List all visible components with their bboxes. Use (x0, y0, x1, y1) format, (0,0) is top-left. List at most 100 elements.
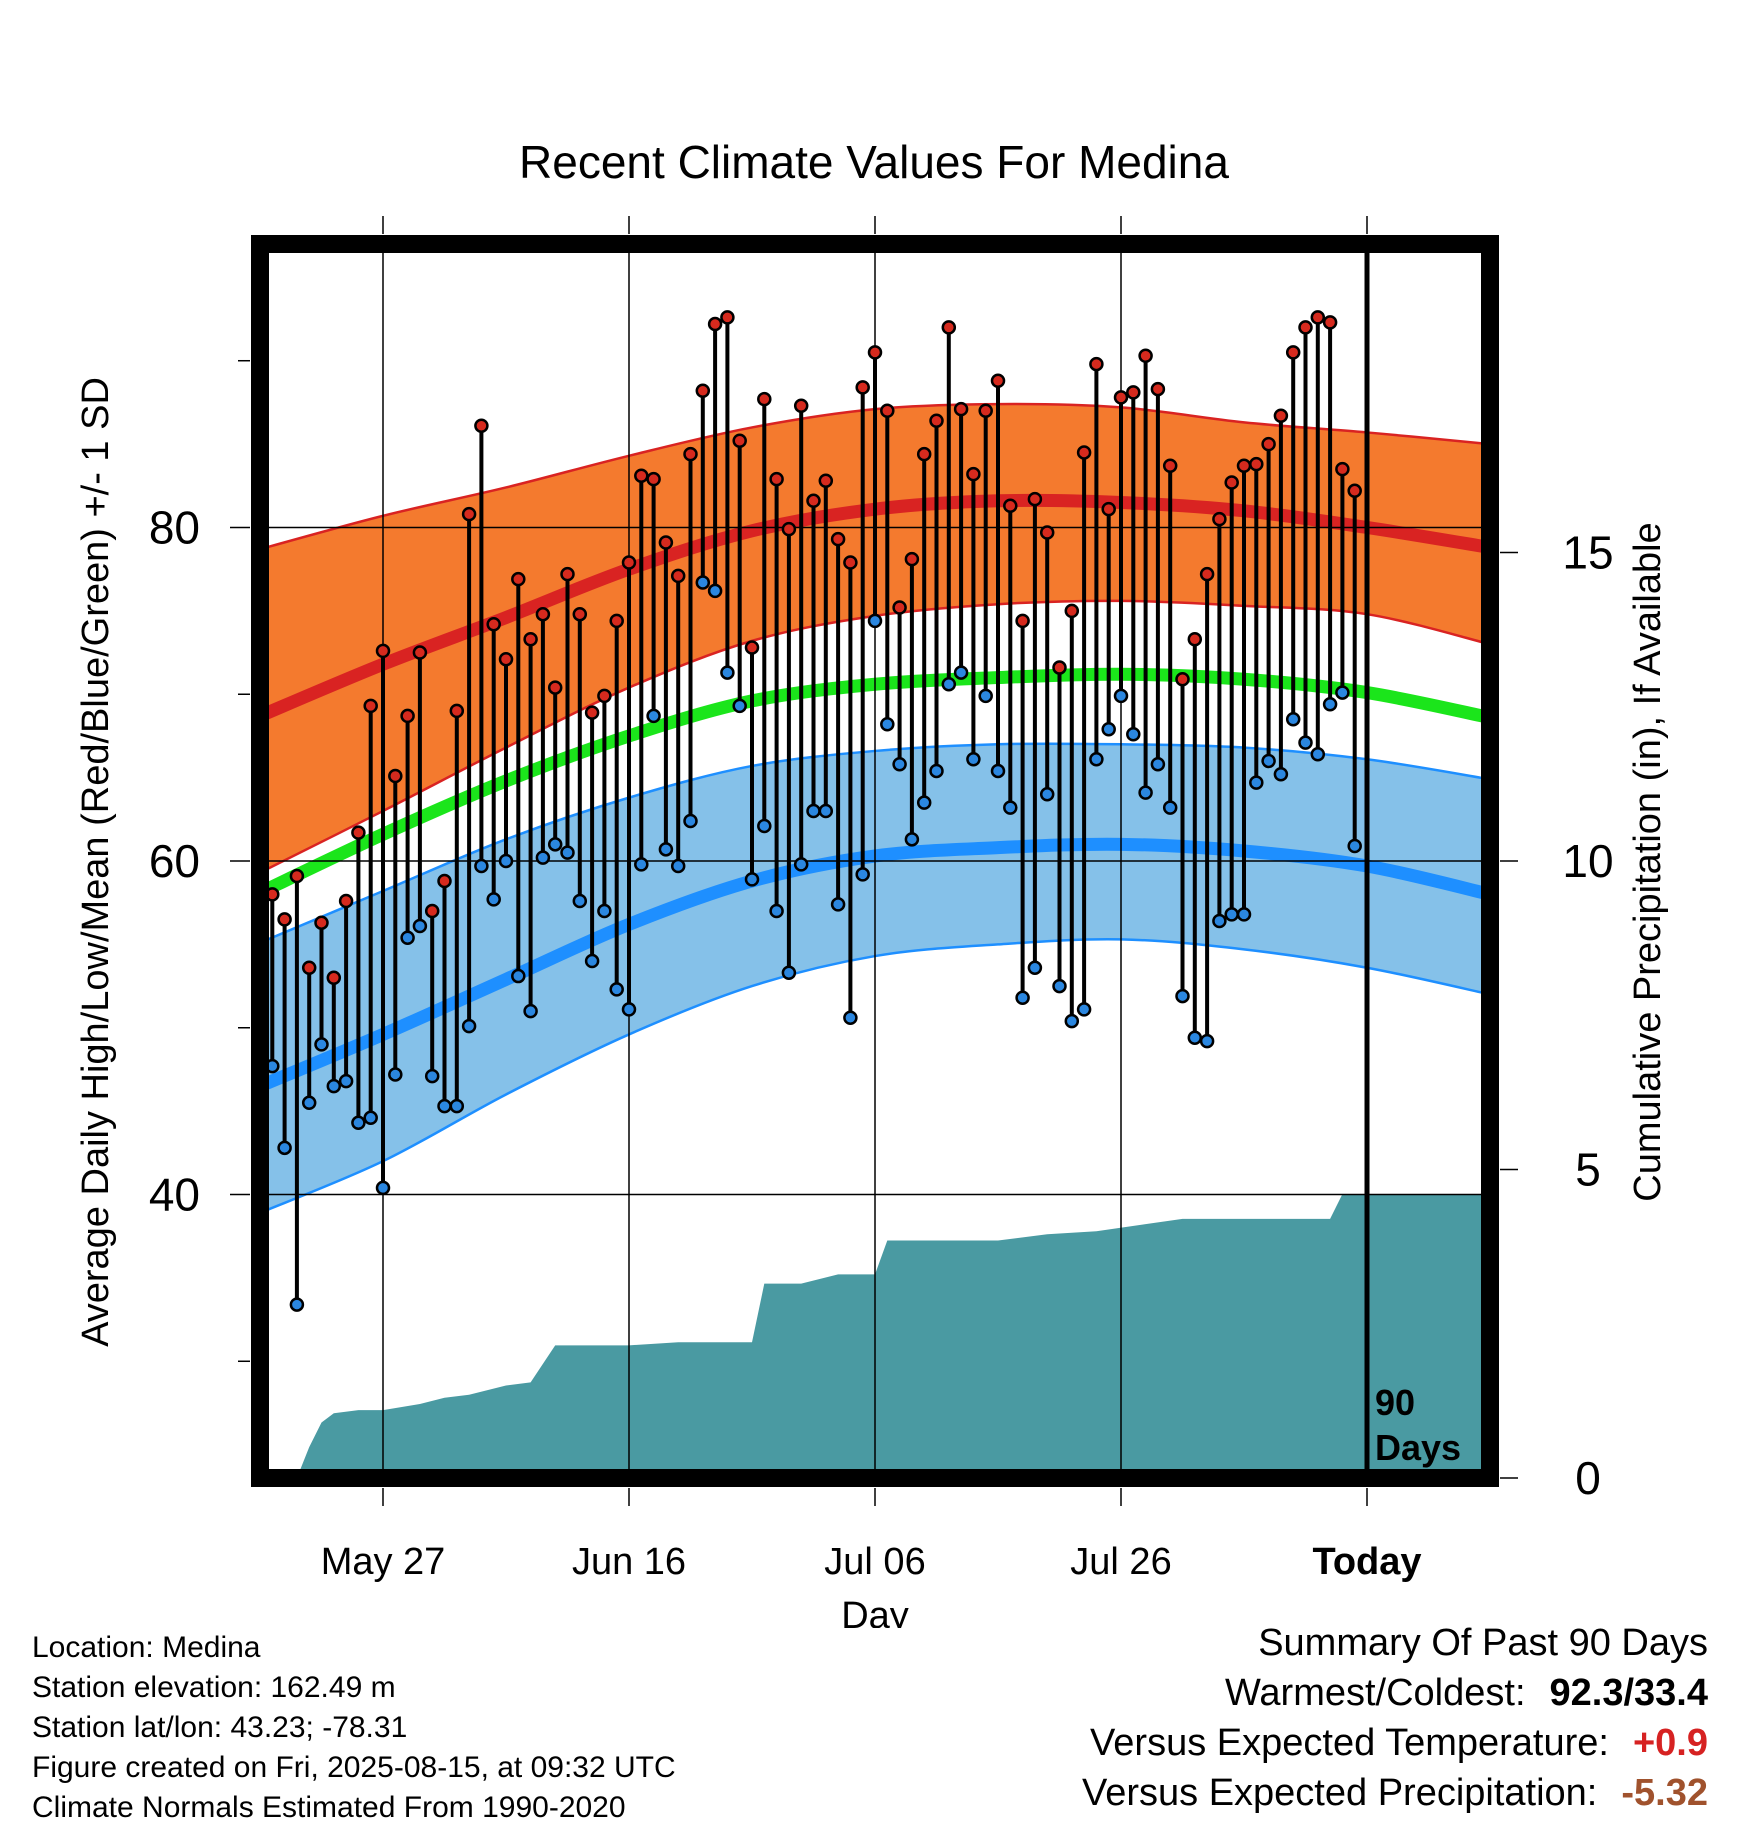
y2-tick-label: 10 (1562, 835, 1613, 887)
x-tick-label: Jul 06 (824, 1541, 925, 1583)
y-tick-label: 60 (149, 835, 200, 887)
daily-low-point (1224, 907, 1239, 922)
daily-low-point (880, 717, 895, 732)
daily-high-point (744, 640, 760, 655)
daily-low-point (646, 708, 661, 724)
daily-low-point (597, 903, 612, 919)
daily-low-point (412, 918, 428, 934)
daily-high-point (511, 571, 526, 587)
daily-high-point (1126, 385, 1141, 400)
daily-high-point (1015, 613, 1030, 629)
daily-low-point (511, 968, 526, 984)
elevation-text: Station elevation: 162.49 m (32, 1671, 396, 1704)
daily-high-point (1224, 475, 1239, 490)
daily-low-point (1322, 696, 1338, 712)
daily-high-point (314, 915, 329, 930)
daily-high-point (1003, 498, 1018, 514)
daily-high-point (461, 506, 477, 522)
daily-high-point (1212, 511, 1227, 527)
daily-high-point (929, 413, 944, 429)
daily-high-point (867, 345, 883, 360)
daily-high-point (1249, 456, 1264, 472)
daily-low-point (744, 872, 760, 887)
daily-high-point (1076, 445, 1092, 460)
daily-low-point (547, 837, 563, 852)
daily-high-point (781, 521, 797, 537)
daily-low-point (314, 1037, 329, 1052)
daily-low-point (277, 1140, 292, 1156)
daily-high-point (1335, 461, 1350, 477)
daily-low-point (843, 1010, 858, 1026)
daily-low-point (1236, 907, 1252, 922)
daily-low-point (326, 1078, 342, 1094)
daily-high-point (1101, 501, 1116, 517)
daily-low-point (1027, 960, 1043, 975)
daily-high-point (966, 466, 981, 482)
daily-low-point (1199, 1033, 1215, 1049)
daily-low-point (1261, 753, 1276, 769)
daily-high-point (732, 433, 747, 449)
daily-high-point (523, 631, 538, 647)
daily-high-point (1150, 381, 1166, 397)
created-text: Figure created on Fri, 2025-08-15, at 09… (32, 1751, 676, 1784)
daily-high-point (1199, 566, 1215, 582)
daily-low-point (301, 1095, 317, 1111)
daily-low-point (1138, 785, 1153, 800)
y2-tick-label: 15 (1562, 527, 1613, 579)
daily-high-point (695, 383, 711, 398)
daily-high-point (437, 873, 452, 889)
daily-low-point (486, 892, 501, 907)
daily-low-point (941, 676, 957, 692)
summary-warm-cold: Warmest/Coldest: 92.3/33.4 (1082, 1668, 1708, 1718)
daily-high-point (363, 698, 378, 714)
daily-high-point (990, 373, 1006, 388)
daily-low-point (1175, 988, 1190, 1004)
daily-high-point (720, 310, 735, 325)
daily-low-point (1347, 838, 1362, 854)
normals-text: Climate Normals Estimated From 1990-2020 (32, 1791, 626, 1824)
daily-low-point (400, 930, 415, 945)
daily-high-point (449, 703, 465, 719)
daily-low-point (461, 1018, 477, 1034)
daily-low-point (769, 903, 784, 919)
daily-low-point (1101, 722, 1116, 737)
warm-cold-label: Warmest/Coldest: (1224, 1672, 1526, 1714)
daily-low-point (1249, 775, 1264, 790)
daily-high-point (1064, 603, 1080, 619)
daily-low-point (929, 763, 944, 779)
daily-high-point (634, 468, 649, 484)
daily-low-point (1187, 1030, 1203, 1046)
daily-low-point (953, 665, 969, 680)
daily-high-point (498, 651, 514, 667)
daily-low-point (867, 613, 883, 629)
daily-low-point (793, 857, 809, 872)
chart-title: Recent Climate Values For Medina (519, 136, 1229, 188)
daily-low-point (1273, 767, 1289, 782)
daily-high-point (1236, 458, 1252, 474)
daily-low-point (498, 853, 514, 869)
daily-high-point (1027, 491, 1043, 507)
daily-high-point (953, 401, 969, 417)
daily-low-point (658, 842, 674, 857)
daily-low-point (609, 982, 624, 997)
daily-low-point (806, 803, 821, 819)
y2-tick-label: 5 (1575, 1144, 1601, 1196)
precip-anomaly-value: -5.32 (1621, 1772, 1708, 1814)
daily-high-point (277, 912, 292, 927)
daily-high-point (769, 471, 784, 487)
daily-low-point (966, 752, 981, 767)
daily-high-point (474, 418, 489, 434)
daily-high-point (670, 568, 686, 584)
daily-high-point (892, 600, 907, 615)
daily-low-point (916, 795, 932, 810)
daily-high-point (818, 473, 834, 489)
station-info: Location: Medina Station elevation: 162.… (32, 1628, 676, 1828)
daily-low-point (535, 850, 551, 865)
daily-low-point (670, 858, 686, 874)
daily-high-point (351, 825, 366, 840)
daily-high-point (560, 566, 575, 582)
daily-high-point (1285, 345, 1301, 360)
daily-high-point (1162, 458, 1178, 474)
daily-high-point (1298, 320, 1313, 335)
daily-high-point (535, 606, 551, 622)
